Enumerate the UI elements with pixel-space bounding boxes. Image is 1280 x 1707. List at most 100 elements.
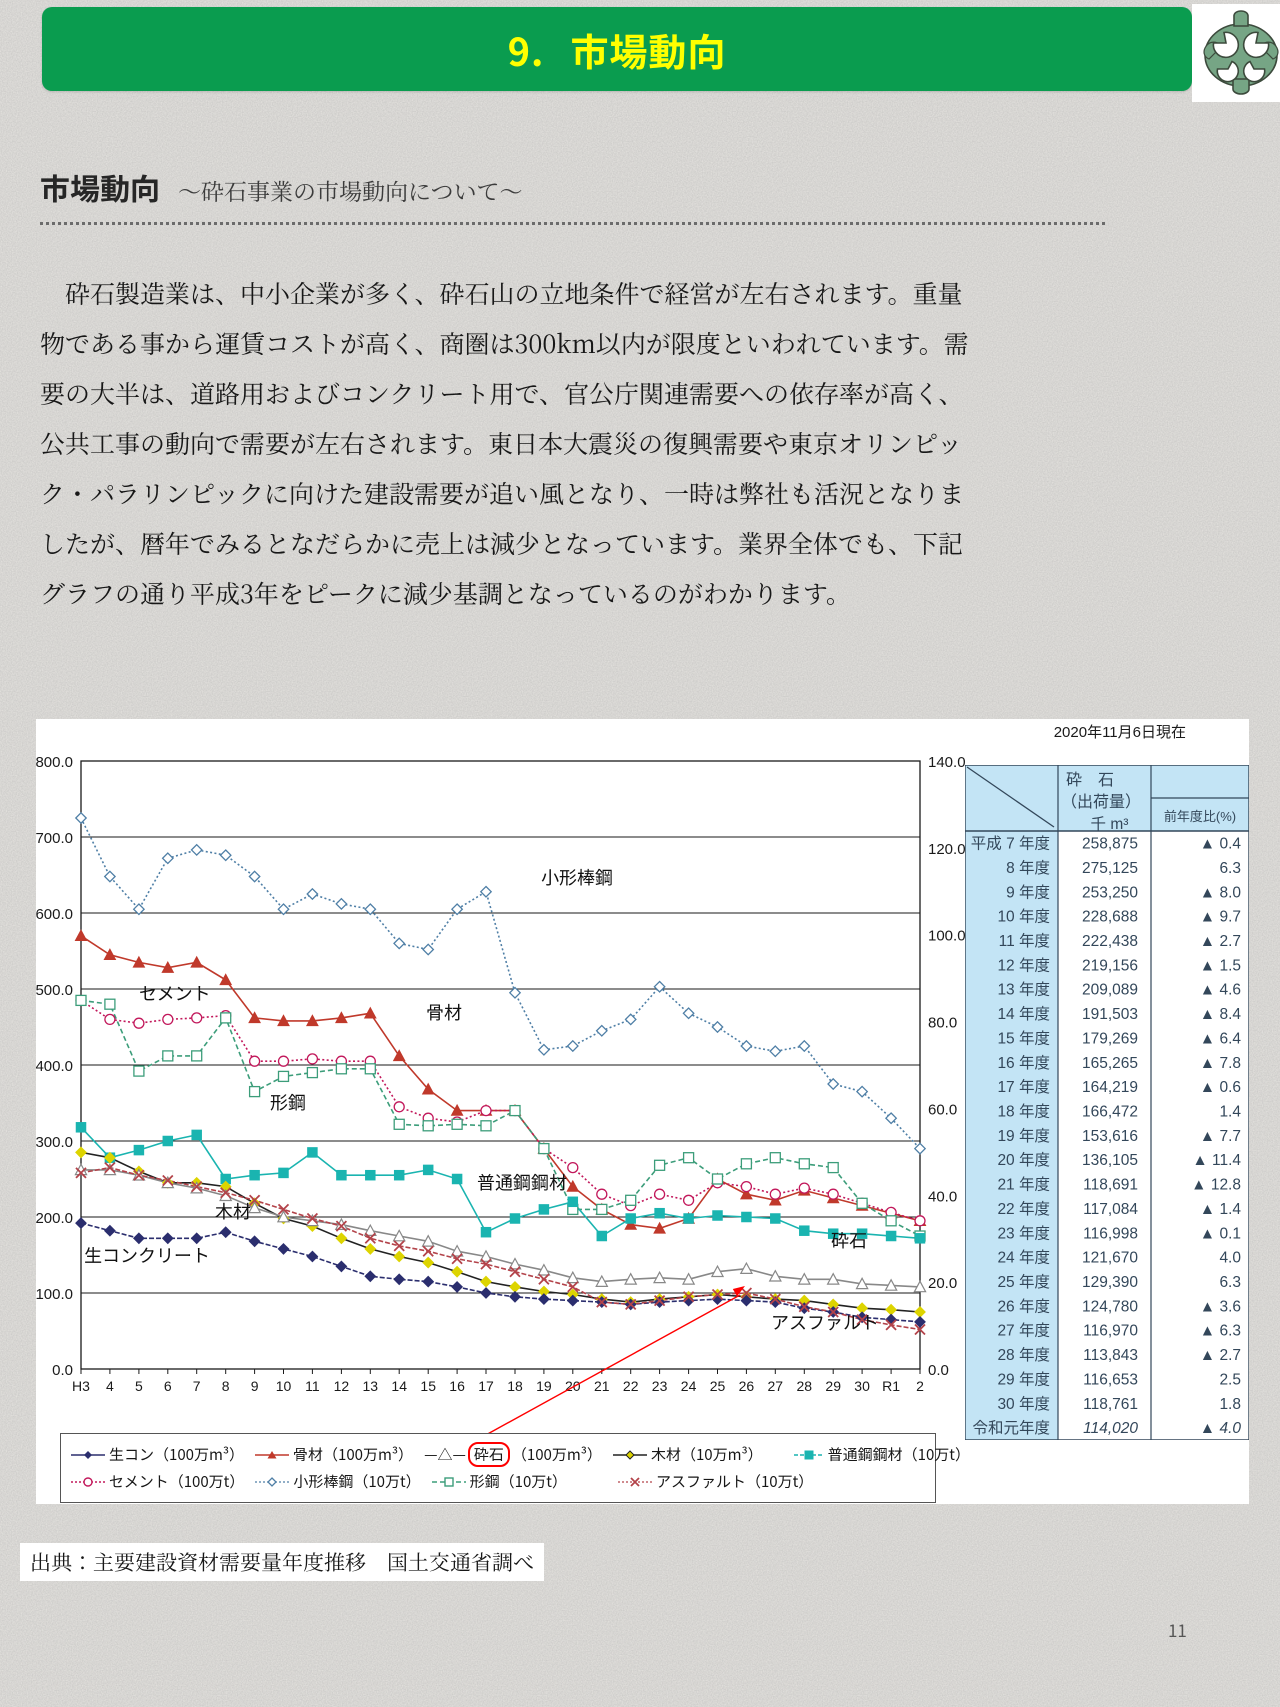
svg-text:▲ 0.4: ▲ 0.4	[1200, 836, 1242, 853]
svg-text:24 年度: 24 年度	[997, 1249, 1050, 1267]
svg-text:15: 15	[420, 1378, 436, 1394]
svg-text:12 年度: 12 年度	[997, 956, 1050, 974]
svg-text:20.0: 20.0	[928, 1275, 957, 1292]
svg-text:▲ 4.0: ▲ 4.0	[1200, 1420, 1242, 1437]
svg-text:▲ 1.4: ▲ 1.4	[1200, 1201, 1242, 1218]
svg-text:22: 22	[623, 1378, 639, 1394]
svg-text:平成 7 年度: 平成 7 年度	[971, 835, 1050, 853]
svg-text:骨材: 骨材	[426, 999, 462, 1025]
svg-text:100.0: 100.0	[928, 928, 966, 945]
svg-text:116,653: 116,653	[1083, 1372, 1138, 1389]
svg-text:▲ 0.6: ▲ 0.6	[1200, 1079, 1241, 1096]
svg-text:116,998: 116,998	[1083, 1225, 1138, 1242]
svg-text:18: 18	[507, 1378, 523, 1394]
svg-text:9 年度: 9 年度	[1006, 883, 1050, 901]
svg-text:生コンクリート: 生コンクリート	[84, 1242, 210, 1268]
svg-text:セメント: セメント	[139, 980, 211, 1006]
svg-text:114,020: 114,020	[1083, 1420, 1138, 1437]
svg-text:120.0: 120.0	[928, 841, 966, 858]
svg-text:6.3: 6.3	[1219, 860, 1241, 877]
svg-text:30 年度: 30 年度	[997, 1395, 1050, 1413]
svg-text:80.0: 80.0	[928, 1015, 957, 1032]
svg-text:6.3: 6.3	[1219, 1274, 1241, 1291]
svg-text:500.0: 500.0	[36, 982, 73, 999]
svg-text:27 年度: 27 年度	[997, 1322, 1050, 1340]
svg-text:124,780: 124,780	[1082, 1298, 1138, 1315]
svg-text:▲ 1.5: ▲ 1.5	[1200, 957, 1241, 974]
svg-text:10 年度: 10 年度	[997, 908, 1050, 926]
svg-text:1.8: 1.8	[1219, 1396, 1241, 1413]
svg-text:253,250: 253,250	[1082, 884, 1138, 901]
svg-text:179,269: 179,269	[1082, 1030, 1138, 1047]
svg-text:▲ 11.4: ▲ 11.4	[1192, 1152, 1241, 1169]
svg-text:前年度比(%): 前年度比(%)	[1164, 809, 1236, 824]
svg-text:121,670: 121,670	[1082, 1250, 1138, 1267]
svg-text:小形棒鋼: 小形棒鋼	[541, 864, 613, 890]
svg-text:10: 10	[276, 1378, 292, 1394]
svg-text:11 年度: 11 年度	[999, 932, 1050, 950]
svg-text:13: 13	[363, 1378, 379, 1394]
svg-text:100.0: 100.0	[36, 1286, 73, 1303]
svg-text:2.5: 2.5	[1219, 1372, 1241, 1389]
svg-text:23 年度: 23 年度	[997, 1224, 1050, 1242]
svg-text:25 年度: 25 年度	[997, 1273, 1050, 1291]
svg-text:129,390: 129,390	[1082, 1274, 1138, 1291]
svg-text:R1: R1	[882, 1378, 900, 1394]
svg-text:普通鋼鋼材: 普通鋼鋼材	[477, 1169, 567, 1195]
svg-text:0.0: 0.0	[928, 1362, 949, 1379]
svg-text:26 年度: 26 年度	[997, 1297, 1050, 1315]
svg-text:形鋼: 形鋼	[270, 1089, 306, 1115]
svg-text:25: 25	[710, 1378, 726, 1394]
svg-text:400.0: 400.0	[36, 1058, 73, 1075]
svg-text:222,438: 222,438	[1082, 933, 1138, 950]
svg-text:▲ 6.4: ▲ 6.4	[1200, 1030, 1242, 1047]
svg-text:29 年度: 29 年度	[997, 1371, 1050, 1389]
svg-text:16: 16	[449, 1378, 465, 1394]
svg-text:1.4: 1.4	[1219, 1104, 1241, 1121]
svg-text:砕石: 砕石	[831, 1227, 867, 1253]
svg-text:18 年度: 18 年度	[997, 1103, 1050, 1121]
svg-text:191,503: 191,503	[1082, 1006, 1138, 1023]
svg-text:（出荷量）: （出荷量）	[1061, 793, 1141, 811]
svg-text:26: 26	[739, 1378, 755, 1394]
svg-text:2: 2	[916, 1378, 924, 1394]
svg-text:20 年度: 20 年度	[997, 1151, 1050, 1169]
svg-text:275,125: 275,125	[1082, 860, 1138, 877]
svg-text:令和元年度: 令和元年度	[972, 1419, 1050, 1437]
svg-text:7: 7	[193, 1378, 201, 1394]
svg-text:258,875: 258,875	[1082, 836, 1138, 853]
svg-text:▲ 8.4: ▲ 8.4	[1200, 1006, 1242, 1023]
svg-text:4.0: 4.0	[1219, 1250, 1241, 1267]
svg-text:13 年度: 13 年度	[997, 981, 1050, 999]
svg-text:22 年度: 22 年度	[997, 1200, 1050, 1218]
svg-text:▲ 12.8: ▲ 12.8	[1191, 1177, 1241, 1194]
svg-text:219,156: 219,156	[1082, 957, 1138, 974]
svg-text:600.0: 600.0	[36, 906, 73, 923]
svg-text:アスファルト: アスファルト	[771, 1309, 879, 1335]
svg-text:15 年度: 15 年度	[997, 1029, 1050, 1047]
svg-text:砕 石: 砕 石	[1066, 771, 1114, 789]
svg-text:28 年度: 28 年度	[997, 1346, 1050, 1364]
svg-text:153,616: 153,616	[1082, 1128, 1138, 1145]
svg-text:166,472: 166,472	[1082, 1104, 1138, 1121]
svg-text:19 年度: 19 年度	[997, 1127, 1050, 1145]
svg-text:28: 28	[797, 1378, 813, 1394]
svg-text:136,105: 136,105	[1082, 1152, 1138, 1169]
svg-text:200.0: 200.0	[36, 1210, 73, 1227]
svg-text:140.0: 140.0	[928, 754, 966, 771]
svg-text:8: 8	[222, 1378, 230, 1394]
svg-text:0.0: 0.0	[52, 1362, 73, 1379]
svg-text:117,084: 117,084	[1083, 1201, 1138, 1218]
svg-text:▲ 3.6: ▲ 3.6	[1200, 1298, 1241, 1315]
svg-text:17: 17	[478, 1378, 494, 1394]
svg-text:164,219: 164,219	[1082, 1079, 1138, 1096]
svg-text:▲ 7.7: ▲ 7.7	[1200, 1128, 1241, 1145]
svg-text:300.0: 300.0	[36, 1134, 73, 1151]
svg-text:17 年度: 17 年度	[997, 1078, 1050, 1096]
svg-text:700.0: 700.0	[36, 830, 73, 847]
svg-text:▲ 6.3: ▲ 6.3	[1200, 1323, 1241, 1340]
svg-text:118,691: 118,691	[1083, 1177, 1138, 1194]
svg-text:116,970: 116,970	[1083, 1323, 1138, 1340]
svg-text:24: 24	[681, 1378, 697, 1394]
svg-text:29: 29	[825, 1378, 841, 1394]
